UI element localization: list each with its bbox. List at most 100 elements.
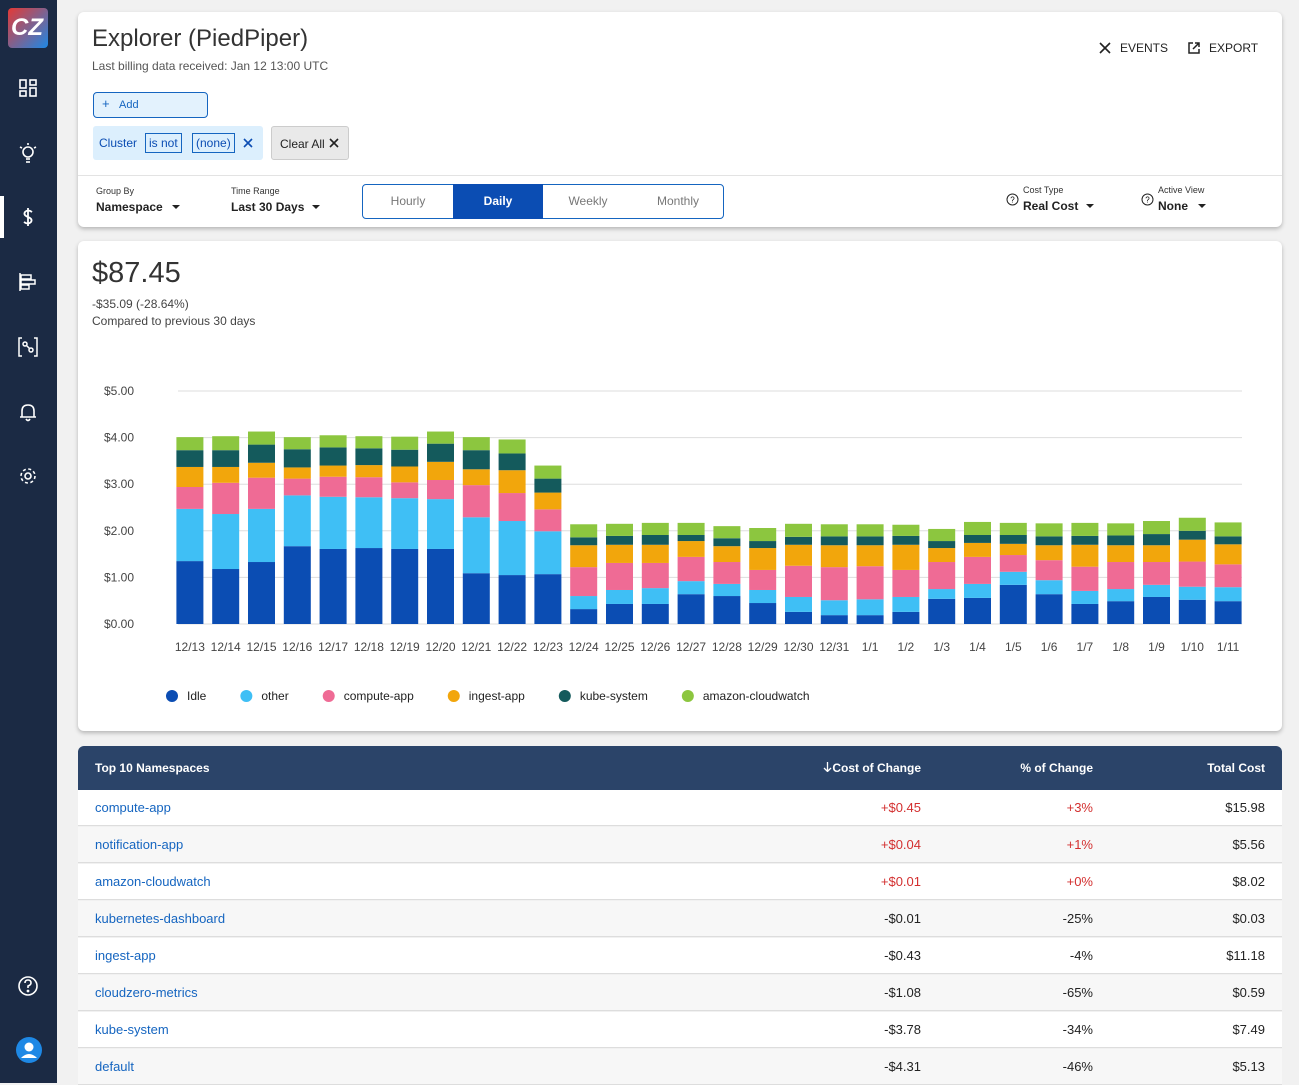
namespace-link[interactable]: default xyxy=(95,1059,701,1074)
bar-segment xyxy=(857,545,884,566)
user-avatar[interactable] xyxy=(15,1036,43,1064)
namespace-link[interactable]: cloudzero-metrics xyxy=(95,985,701,1000)
nav-alerts[interactable] xyxy=(17,401,39,423)
nav-insights[interactable] xyxy=(17,142,39,164)
namespace-link[interactable]: amazon-cloudwatch xyxy=(95,874,701,889)
active-view-label: Active View xyxy=(1158,185,1204,195)
granularity-option[interactable]: Daily xyxy=(453,184,543,219)
help-icon: ? xyxy=(1141,193,1154,206)
legend-label: compute-app xyxy=(344,689,414,703)
bar-segment xyxy=(355,548,382,624)
bar-segment xyxy=(1036,523,1063,536)
bar-segment xyxy=(642,563,669,588)
table-row[interactable]: amazon-cloudwatch+$0.01+0%$8.02 xyxy=(78,864,1282,900)
table-row[interactable]: ingest-app-$0.43-4%$11.18 xyxy=(78,938,1282,974)
bar-segment xyxy=(1107,523,1134,535)
bar-segment xyxy=(857,599,884,615)
namespace-link[interactable]: kube-system xyxy=(95,1022,701,1037)
nav-cost[interactable] xyxy=(17,206,39,228)
nav-help[interactable] xyxy=(17,975,39,997)
nav-reports[interactable] xyxy=(17,271,39,293)
events-button[interactable]: EVENTS xyxy=(1120,41,1168,55)
bar-segment xyxy=(1179,600,1206,624)
add-button[interactable]: + Add xyxy=(93,92,208,118)
filter-remove[interactable] xyxy=(243,138,253,148)
bar-segment xyxy=(1215,601,1242,624)
bar-segment xyxy=(212,467,239,483)
x-tick-label: 12/25 xyxy=(604,640,634,654)
clear-all-button[interactable]: Clear All xyxy=(271,126,349,160)
add-icon: + xyxy=(102,96,110,111)
bar-segment xyxy=(785,524,812,537)
namespace-link[interactable]: notification-app xyxy=(95,837,701,852)
namespace-link[interactable]: kubernetes-dashboard xyxy=(95,911,701,926)
column-header[interactable]: Cost of Change xyxy=(701,761,921,775)
bar-segment xyxy=(964,557,991,584)
bar-segment xyxy=(176,561,203,624)
table-cell: +3% xyxy=(921,800,1093,815)
bar-segment xyxy=(678,523,705,535)
filter-chip[interactable]: Cluster is not (none) xyxy=(93,126,263,160)
nav-analytics[interactable] xyxy=(17,336,39,358)
table-cell: $15.98 xyxy=(1093,800,1265,815)
group-by-value[interactable]: Namespace xyxy=(96,200,163,214)
namespace-link[interactable]: ingest-app xyxy=(95,948,701,963)
namespace-link[interactable]: compute-app xyxy=(95,800,701,815)
x-tick-label: 12/13 xyxy=(175,640,205,654)
granularity-option[interactable]: Weekly xyxy=(543,184,633,219)
bar-segment xyxy=(857,524,884,536)
logo[interactable]: CZ xyxy=(8,8,48,48)
export-button[interactable]: EXPORT xyxy=(1209,41,1258,55)
cost-type-value[interactable]: Real Cost xyxy=(1023,199,1078,213)
table-row[interactable]: default-$4.31-46%$5.13 xyxy=(78,1049,1282,1085)
bar-segment xyxy=(1215,536,1242,544)
bar-segment xyxy=(570,524,597,537)
bar-segment xyxy=(928,599,955,624)
granularity-option[interactable]: Hourly xyxy=(363,184,453,219)
table-cell: -65% xyxy=(921,985,1093,1000)
bar-segment xyxy=(821,567,848,600)
table-row[interactable]: kube-system-$3.78-34%$7.49 xyxy=(78,1012,1282,1048)
table-row[interactable]: notification-app+$0.04+1%$5.56 xyxy=(78,827,1282,863)
table-cell: -4% xyxy=(921,948,1093,963)
bar-segment xyxy=(1215,522,1242,536)
chart: $0.00$1.00$2.00$3.00$4.00$5.0012/1312/14… xyxy=(78,241,1282,731)
bar-segment xyxy=(785,612,812,624)
bar-segment xyxy=(1107,601,1134,624)
table-cell: +0% xyxy=(921,874,1093,889)
bar-segment xyxy=(355,448,382,465)
bar-segment xyxy=(821,615,848,624)
column-header[interactable]: % of Change xyxy=(921,761,1093,775)
table-cell: -$1.08 xyxy=(701,985,921,1000)
bar-segment xyxy=(678,581,705,594)
active-view-value[interactable]: None xyxy=(1158,199,1188,213)
x-tick-label: 1/4 xyxy=(969,640,986,654)
bar-segment xyxy=(1000,535,1027,544)
table-cell: $0.03 xyxy=(1093,911,1265,926)
column-header[interactable]: Total Cost xyxy=(1093,761,1265,775)
table-cell: -34% xyxy=(921,1022,1093,1037)
bar-segment xyxy=(570,596,597,609)
filter-operator[interactable]: is not xyxy=(145,133,182,153)
nav-settings[interactable] xyxy=(17,465,39,487)
x-tick-label: 12/23 xyxy=(533,640,563,654)
table-cell: $5.13 xyxy=(1093,1059,1265,1074)
x-tick-label: 12/29 xyxy=(748,640,778,654)
bar-segment xyxy=(427,499,454,549)
column-header-text: Cost of Change xyxy=(832,761,921,775)
filter-value[interactable]: (none) xyxy=(192,133,235,153)
clear-all-label: Clear All xyxy=(280,137,325,151)
time-range-label: Time Range xyxy=(231,186,280,196)
table-row[interactable]: cloudzero-metrics-$1.08-65%$0.59 xyxy=(78,975,1282,1011)
bar-segment xyxy=(821,536,848,545)
granularity-option[interactable]: Monthly xyxy=(633,184,723,219)
nav-dashboard[interactable] xyxy=(17,77,39,99)
bar-segment xyxy=(355,465,382,477)
bar-segment xyxy=(642,545,669,563)
bar-segment xyxy=(391,450,418,467)
table-row[interactable]: kubernetes-dashboard-$0.01-25%$0.03 xyxy=(78,901,1282,937)
table-cell: -$0.43 xyxy=(701,948,921,963)
table-row[interactable]: compute-app+$0.45+3%$15.98 xyxy=(78,790,1282,826)
time-range-value[interactable]: Last 30 Days xyxy=(231,200,304,214)
legend-swatch xyxy=(682,690,694,702)
